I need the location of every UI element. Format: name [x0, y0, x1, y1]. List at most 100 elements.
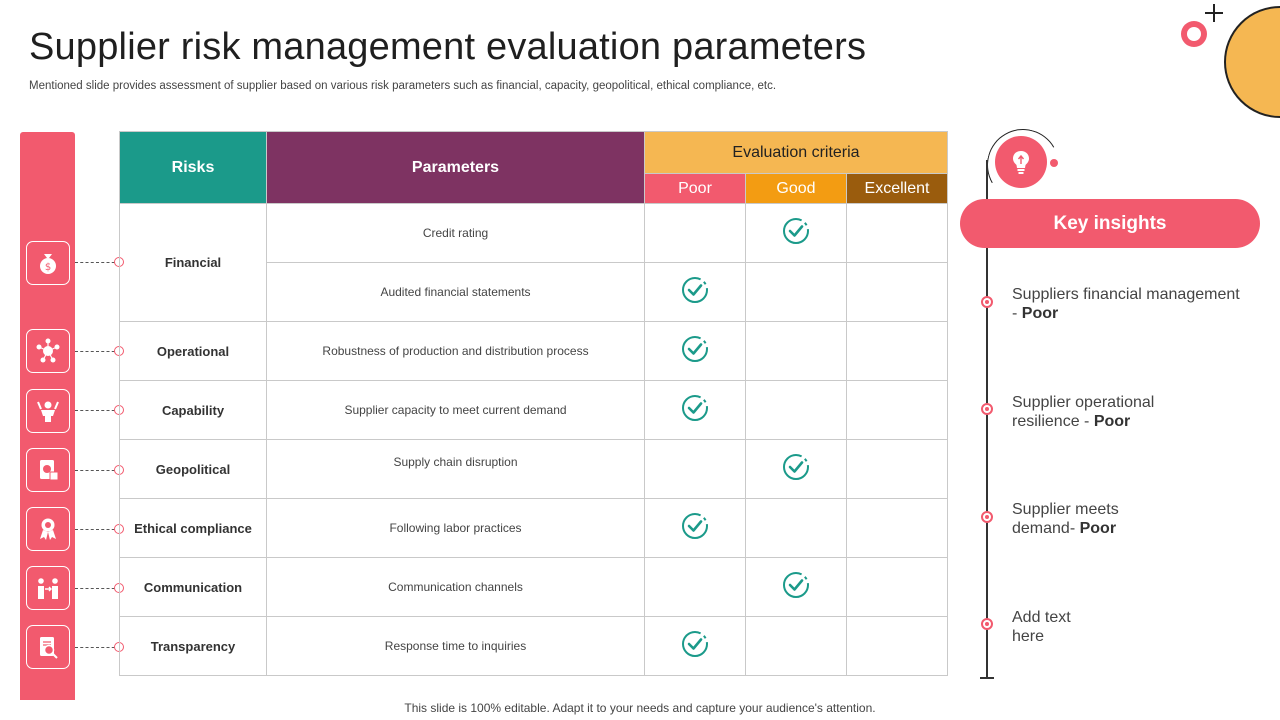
- poor-cell: [644, 557, 746, 617]
- timeline-line: [986, 160, 988, 678]
- evaluation-table: Risks Parameters Evaluation criteria Poo…: [119, 131, 948, 676]
- page-title: Supplier risk management evaluation para…: [29, 26, 867, 68]
- insight-text: Add text here: [1012, 609, 1071, 645]
- lightbulb-icon: [995, 136, 1047, 188]
- document-dollar-icon: [26, 448, 70, 492]
- header-good: Good: [745, 173, 847, 204]
- table-row: Operational Robustness of production and…: [119, 321, 948, 381]
- risk-cell: Transparency: [119, 616, 267, 676]
- insight-item: Supplier meets demand- Poor: [1012, 500, 1142, 538]
- excellent-cell: [846, 380, 948, 440]
- poor-cell: [644, 203, 746, 263]
- table-row: Financial Credit rating: [119, 203, 948, 322]
- good-cell: [745, 380, 847, 440]
- poor-cell: [644, 616, 746, 676]
- parameter-cell: Credit rating: [266, 203, 645, 263]
- header-poor: Poor: [644, 173, 746, 204]
- risk-cell: Geopolitical: [119, 439, 267, 499]
- risk-cell: Communication: [119, 557, 267, 617]
- insight-marker-dot: [981, 296, 993, 308]
- excellent-cell: [846, 616, 948, 676]
- risk-cell: Ethical compliance: [119, 498, 267, 558]
- excellent-cell: [846, 262, 948, 322]
- table-row: Capability Supplier capacity to meet cur…: [119, 380, 948, 440]
- network-icon: [26, 329, 70, 373]
- connector-line: [75, 647, 120, 648]
- page-subtitle: Mentioned slide provides assessment of s…: [29, 80, 777, 92]
- check-icon: [783, 217, 809, 244]
- check-icon: [682, 394, 708, 421]
- header-evaluation-criteria: Evaluation criteria: [644, 131, 948, 174]
- connector-line: [75, 529, 120, 530]
- footer-note: This slide is 100% editable. Adapt it to…: [404, 701, 876, 715]
- decorative-circle: [1224, 6, 1280, 118]
- risk-cell: Operational: [119, 321, 267, 381]
- table-row: Audited financial statements: [120, 262, 948, 322]
- report-search-icon: [26, 625, 70, 669]
- good-cell: [745, 616, 847, 676]
- connector-line: [75, 470, 120, 471]
- check-icon: [682, 335, 708, 362]
- poor-cell: [644, 321, 746, 381]
- insight-rating: Poor: [1021, 305, 1059, 322]
- insight-marker-dot: [981, 511, 993, 523]
- check-icon: [682, 630, 708, 657]
- good-cell: [745, 557, 847, 617]
- connector-line: [75, 410, 120, 411]
- header-parameters: Parameters: [266, 131, 645, 204]
- svg-text:$: $: [45, 262, 51, 273]
- check-icon: [682, 276, 708, 303]
- connector-line: [75, 588, 120, 589]
- excellent-cell: [846, 439, 948, 499]
- poor-cell: [644, 262, 746, 322]
- table-row: Transparency Response time to inquiries: [119, 616, 948, 676]
- poor-cell: [644, 380, 746, 440]
- insight-text: Supplier meets demand-: [1012, 501, 1119, 537]
- excellent-cell: [846, 203, 948, 263]
- good-cell: [745, 498, 847, 558]
- insight-item: Suppliers financial management - Poor: [1012, 285, 1242, 323]
- award-ribbon-icon: [26, 507, 70, 551]
- table-row: Geopolitical Supply chain disruption: [119, 439, 948, 499]
- insight-rating: Poor: [1093, 413, 1131, 430]
- decorative-plus-icon-v: [1213, 4, 1215, 22]
- excellent-cell: [846, 498, 948, 558]
- good-cell: [745, 262, 847, 322]
- good-cell: [745, 203, 847, 263]
- check-icon: [682, 512, 708, 539]
- insight-text: Supplier operational resilience -: [1012, 394, 1155, 430]
- insight-marker-dot: [981, 403, 993, 415]
- poor-cell: [644, 498, 746, 558]
- person-achievement-icon: [26, 389, 70, 433]
- risk-cell: Financial: [119, 203, 267, 322]
- header-risks: Risks: [119, 131, 267, 204]
- arc-end-dot: [1050, 159, 1058, 167]
- money-bag-icon: $: [26, 241, 70, 285]
- connector-line: [75, 351, 120, 352]
- parameter-cell: Supply chain disruption: [266, 439, 645, 499]
- header-excellent: Excellent: [846, 173, 948, 204]
- parameter-cell: Supplier capacity to meet current demand: [266, 380, 645, 440]
- parameter-cell: Response time to inquiries: [266, 616, 645, 676]
- people-exchange-icon: [26, 566, 70, 610]
- parameter-cell: Communication channels: [266, 557, 645, 617]
- insight-item: Supplier operational resilience - Poor: [1012, 393, 1172, 431]
- decorative-ring: [1181, 21, 1207, 47]
- timeline-end-cap: [980, 677, 994, 679]
- insight-marker-dot: [981, 618, 993, 630]
- risk-cell: Capability: [119, 380, 267, 440]
- connector-line: [75, 262, 120, 263]
- excellent-cell: [846, 557, 948, 617]
- table-row: Communication Communication channels: [119, 557, 948, 617]
- insight-text: Suppliers financial management -: [1012, 286, 1240, 322]
- insight-item: Add text here: [1012, 608, 1092, 646]
- poor-cell: [644, 439, 746, 499]
- check-icon: [783, 571, 809, 598]
- parameter-cell: Following labor practices: [266, 498, 645, 558]
- parameter-cell: Robustness of production and distributio…: [266, 321, 645, 381]
- check-icon: [783, 453, 809, 480]
- good-cell: [745, 321, 847, 381]
- insight-rating: Poor: [1079, 520, 1117, 537]
- parameter-cell: Audited financial statements: [266, 262, 645, 322]
- key-insights-pill: Key insights: [960, 199, 1260, 248]
